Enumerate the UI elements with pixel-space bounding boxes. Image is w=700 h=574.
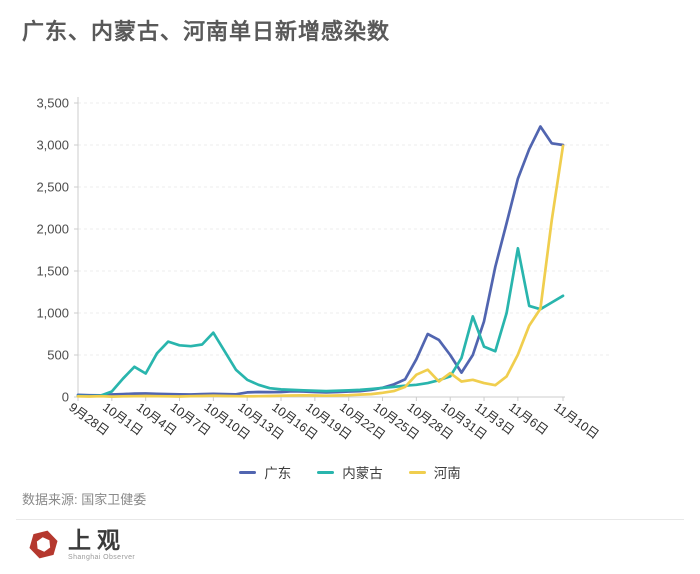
y-tick-label: 1,000 [36,306,69,321]
legend-swatch-icon [239,470,257,474]
legend-swatch-icon [317,470,335,474]
y-tick-label: 3,000 [36,138,69,153]
legend-item: 河南 [408,462,461,482]
y-tick-label: 3,500 [36,96,69,111]
y-tick-label: 500 [47,348,69,363]
chart-legend: 广东 内蒙古 河南 [0,462,700,482]
data-source-note: 数据来源: 国家卫健委 [22,492,147,507]
shanghai-observer-logo: 上观 Shanghai Observer [28,527,136,562]
legend-label: 河南 [433,466,461,481]
y-tick-label: 0 [62,390,69,405]
legend-item: 广东 [239,462,291,482]
y-tick-label: 2,500 [36,180,69,195]
hexagon-logo-icon [29,530,58,559]
legend-swatch-icon [408,470,426,474]
y-tick-label: 2,000 [36,222,69,237]
x-tick-label: 11月6日 [506,400,551,438]
legend-label: 内蒙古 [342,466,383,481]
series-line-河南 [76,144,565,398]
chart-title: 广东、内蒙古、河南单日新增感染数 [22,19,391,44]
logo-subtitle: Shanghai Observer [68,554,136,562]
series-line-内蒙古 [76,246,565,398]
logo-name: 上观 [68,527,126,554]
y-tick-label: 1,500 [36,264,69,279]
footer-divider [16,519,684,520]
legend-label: 广东 [264,466,292,481]
x-tick-label: 11月10日 [551,400,601,442]
legend-item: 内蒙古 [317,462,383,482]
